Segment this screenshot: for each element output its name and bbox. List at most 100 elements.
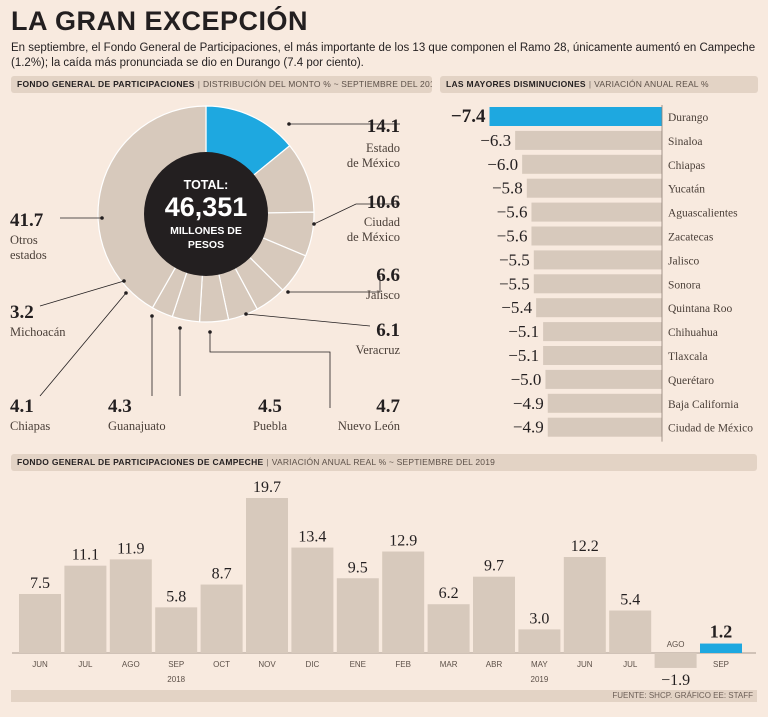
pie-category-label: Otros	[10, 233, 38, 247]
decline-category-label: Durango	[668, 112, 708, 124]
pie-category-label: Chiapas	[10, 419, 50, 433]
pie-value-label: 10.6	[367, 192, 400, 213]
pie-category-label: Guanajuato	[108, 419, 166, 433]
pie-category-label: Veracruz	[356, 343, 401, 357]
decline-section-note: VARIACIÓN ANUAL REAL %	[594, 79, 709, 89]
decline-bar	[533, 274, 662, 294]
pie-category-label: de México	[347, 156, 400, 170]
campeche-month-label: FEB	[395, 660, 411, 669]
campeche-bar	[109, 559, 152, 653]
pie-center-label: TOTAL:	[184, 178, 229, 192]
campeche-bar	[563, 557, 606, 653]
campeche-value-label: 1.2	[710, 622, 733, 642]
decline-bar	[489, 107, 662, 126]
decline-value-label: −6.3	[480, 131, 511, 150]
campeche-value-label: 9.5	[348, 559, 368, 576]
campeche-month-label: SEP	[168, 660, 184, 669]
decline-category-label: Aguascalientes	[668, 208, 738, 220]
pie-center-disc	[144, 152, 268, 276]
pie-category-label: Puebla	[253, 419, 287, 433]
campeche-year-label: 2019	[531, 675, 549, 684]
decline-bar	[543, 346, 662, 365]
campeche-value-label: 13.4	[298, 529, 326, 546]
campeche-month-label: ENE	[350, 660, 366, 669]
pie-center-unit: PESOS	[188, 239, 224, 251]
decline-bar	[547, 393, 662, 413]
campeche-bar-chart: 7.5 JUN 11.1 JUL 11.9 AGO 5.8 SEP 8.7 OCT 19.7 NOV 1…	[12, 479, 756, 689]
decline-category-label: Querétaro	[668, 375, 714, 387]
decline-value-label: −5.0	[511, 370, 542, 389]
pie-leader-line	[209, 332, 331, 408]
campeche-value-label: 12.9	[389, 533, 417, 550]
pie-section-header: FONDO GENERAL DE PARTICIPACIONES | DISTRIB…	[11, 76, 432, 93]
pie-category-label: Jalisco	[366, 288, 400, 302]
decline-category-label: Chiapas	[668, 160, 706, 172]
decline-bar	[531, 226, 662, 246]
decline-value-label: −5.1	[508, 346, 539, 365]
pie-leader-dot	[122, 279, 126, 283]
pie-center-unit: MILLONES DE	[170, 225, 242, 237]
pie-value-label: 4.1	[10, 396, 34, 417]
campeche-section-title: FONDO GENERAL DE PARTICIPACIONES DE CAMP…	[17, 457, 264, 467]
pie-category-label: Estado	[366, 141, 400, 155]
pie-value-label: 6.1	[376, 320, 400, 341]
page-title: LA GRAN EXCEPCIÓN	[11, 6, 309, 36]
campeche-value-label: 11.9	[117, 540, 144, 557]
pie-value-label: 6.6	[376, 265, 400, 286]
campeche-value-label: 19.7	[253, 479, 281, 496]
decline-value-label: −5.4	[501, 298, 532, 317]
pie-leader-dot	[178, 326, 182, 330]
campeche-month-label: JUN	[577, 660, 593, 669]
campeche-month-label: MAY	[531, 660, 548, 669]
source-note: FUENTE: SHCP. GRÁFICO EE: STAFF	[11, 690, 757, 702]
campeche-value-label: 3.0	[529, 610, 549, 627]
campeche-bar	[654, 653, 697, 668]
campeche-bar	[200, 584, 243, 653]
decline-value-label: −4.9	[513, 394, 544, 413]
pie-leader-line	[245, 313, 371, 327]
campeche-month-label: MAR	[440, 660, 458, 669]
pie-leader-line	[39, 280, 125, 307]
decline-category-label: Tlaxcala	[668, 351, 708, 363]
campeche-bar	[64, 565, 107, 653]
decline-bar-chart: −7.4 Durango −6.3 Sinaloa −6.0 Chiapas −5.8 Yuc…	[451, 105, 753, 442]
pie-value-label: 41.7	[10, 210, 44, 231]
pie-chart: TOTAL:46,351 MILLONES DE PESOS 14.1 Estadode…	[10, 105, 401, 433]
pie-section-note: DISTRIBUCIÓN DEL MONTO % ~ SEPTIEMBRE DE…	[202, 79, 432, 89]
campeche-value-label: 6.2	[439, 585, 459, 602]
pie-section-title: FONDO GENERAL DE PARTICIPACIONES	[17, 79, 195, 89]
pie-value-label: 14.1	[367, 116, 400, 137]
pie-leader-line	[39, 292, 127, 397]
decline-section-title: LAS MAYORES DISMINUCIONES	[446, 79, 586, 89]
campeche-bar	[700, 643, 742, 653]
pie-leader-dot	[124, 291, 128, 295]
campeche-month-label: SEP	[713, 660, 729, 669]
pie-leader-dot	[150, 314, 154, 318]
pie-category-label: Nuevo León	[338, 419, 401, 433]
campeche-month-label: JUN	[32, 660, 48, 669]
decline-category-label: Ciudad de México	[668, 423, 753, 435]
pie-leader-line	[288, 276, 381, 293]
campeche-bar	[518, 629, 561, 653]
page-subtitle: En septiembre, el Fondo General de Parti…	[11, 42, 756, 69]
pie-value-label: 4.5	[258, 396, 282, 417]
campeche-month-label: ABR	[486, 660, 503, 669]
campeche-bar	[336, 578, 379, 653]
campeche-value-label: 12.2	[571, 538, 599, 555]
campeche-bar	[473, 576, 515, 653]
decline-category-label: Baja California	[668, 399, 739, 411]
pie-leader-dot	[244, 312, 248, 316]
decline-value-label: −5.5	[499, 274, 530, 293]
pie-category-label: estados	[10, 248, 47, 262]
campeche-month-label: AGO	[122, 660, 140, 669]
pie-value-label: 3.2	[10, 302, 34, 323]
pie-center-total: 46,351	[165, 192, 248, 222]
campeche-month-label: JUL	[78, 660, 93, 669]
campeche-value-label: 8.7	[212, 566, 232, 583]
campeche-bar	[609, 610, 652, 653]
campeche-section-note: VARIACIÓN ANUAL REAL % ~ SEPTIEMBRE DEL …	[271, 457, 496, 467]
decline-bar	[545, 369, 662, 389]
campeche-bar	[246, 498, 288, 653]
pie-leader-dot	[208, 330, 212, 334]
pie-value-label: 4.7	[376, 396, 400, 417]
